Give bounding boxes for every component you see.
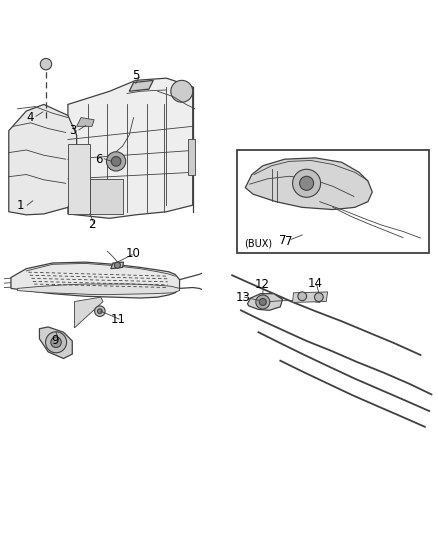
Circle shape bbox=[95, 306, 105, 317]
Polygon shape bbox=[247, 294, 283, 310]
Text: 6: 6 bbox=[95, 152, 103, 166]
Circle shape bbox=[40, 59, 52, 70]
Polygon shape bbox=[18, 284, 180, 295]
Polygon shape bbox=[111, 262, 124, 269]
Circle shape bbox=[171, 80, 193, 102]
Text: 12: 12 bbox=[254, 278, 269, 292]
Text: 10: 10 bbox=[126, 247, 141, 260]
Text: 5: 5 bbox=[132, 69, 139, 83]
Text: 14: 14 bbox=[308, 277, 323, 289]
Polygon shape bbox=[77, 118, 94, 126]
Polygon shape bbox=[11, 262, 180, 298]
Circle shape bbox=[114, 262, 120, 268]
Polygon shape bbox=[129, 80, 153, 91]
Polygon shape bbox=[245, 158, 372, 209]
Text: 1: 1 bbox=[17, 199, 24, 212]
Circle shape bbox=[298, 292, 307, 301]
Text: 2: 2 bbox=[88, 219, 96, 231]
Polygon shape bbox=[90, 179, 123, 214]
Text: (BUX): (BUX) bbox=[244, 239, 272, 249]
Circle shape bbox=[300, 176, 314, 190]
Circle shape bbox=[51, 337, 61, 348]
Text: 7: 7 bbox=[285, 235, 293, 248]
FancyBboxPatch shape bbox=[237, 150, 429, 253]
Circle shape bbox=[98, 309, 102, 313]
Circle shape bbox=[293, 169, 321, 197]
Text: 13: 13 bbox=[236, 290, 251, 304]
Polygon shape bbox=[293, 292, 328, 302]
Circle shape bbox=[106, 152, 126, 171]
Polygon shape bbox=[188, 140, 195, 174]
Circle shape bbox=[46, 332, 67, 353]
Polygon shape bbox=[74, 297, 103, 328]
Circle shape bbox=[111, 157, 121, 166]
Polygon shape bbox=[9, 104, 77, 215]
Circle shape bbox=[256, 295, 270, 309]
Text: 9: 9 bbox=[51, 334, 59, 346]
Text: 4: 4 bbox=[27, 111, 34, 124]
Text: 3: 3 bbox=[69, 124, 77, 137]
Polygon shape bbox=[39, 327, 72, 359]
Circle shape bbox=[259, 298, 266, 305]
Text: 11: 11 bbox=[111, 313, 126, 326]
Polygon shape bbox=[68, 144, 90, 214]
Polygon shape bbox=[68, 78, 193, 219]
Text: 7: 7 bbox=[279, 233, 286, 247]
Circle shape bbox=[314, 293, 323, 302]
